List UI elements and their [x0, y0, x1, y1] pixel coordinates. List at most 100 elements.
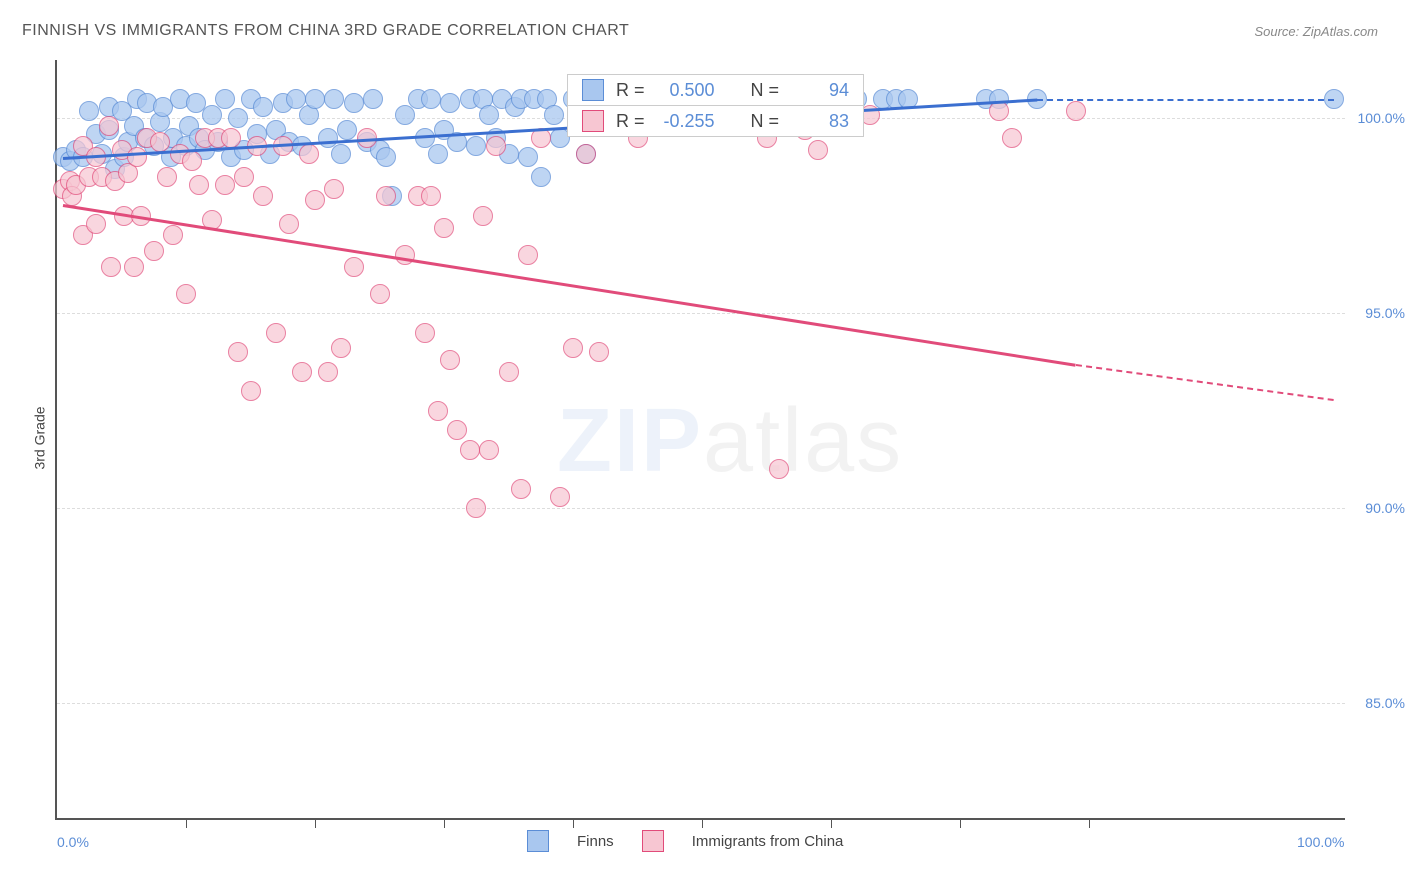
- scatter-point: [234, 167, 254, 187]
- scatter-point: [440, 93, 460, 113]
- scatter-point: [99, 116, 119, 136]
- scatter-point: [376, 147, 396, 167]
- scatter-point: [176, 284, 196, 304]
- scatter-point: [486, 136, 506, 156]
- stats-legend-row: R = -0.255 N = 83: [568, 106, 863, 136]
- scatter-point: [518, 147, 538, 167]
- scatter-point: [415, 323, 435, 343]
- scatter-point: [421, 186, 441, 206]
- scatter-point: [589, 342, 609, 362]
- scatter-point: [370, 284, 390, 304]
- r-label: R =: [616, 80, 645, 101]
- scatter-point: [266, 323, 286, 343]
- scatter-point: [1002, 128, 1022, 148]
- scatter-point: [518, 245, 538, 265]
- scatter-point: [1066, 101, 1086, 121]
- scatter-point: [434, 218, 454, 238]
- scatter-point: [337, 120, 357, 140]
- scatter-point: [86, 214, 106, 234]
- scatter-point: [79, 101, 99, 121]
- gridline: [57, 703, 1345, 704]
- n-value: 94: [791, 80, 849, 101]
- scatter-point: [228, 108, 248, 128]
- scatter-point: [531, 167, 551, 187]
- scatter-point: [576, 144, 596, 164]
- scatter-point: [324, 89, 344, 109]
- scatter-point: [144, 241, 164, 261]
- scatter-point: [466, 136, 486, 156]
- x-tick-label: 0.0%: [57, 834, 89, 850]
- scatter-point: [428, 401, 448, 421]
- scatter-point: [769, 459, 789, 479]
- scatter-point: [428, 144, 448, 164]
- r-value: -0.255: [657, 111, 715, 132]
- legend-label: Finns: [577, 833, 614, 850]
- scatter-point: [511, 479, 531, 499]
- gridline: [57, 313, 1345, 314]
- scatter-point: [101, 257, 121, 277]
- scatter-point: [279, 214, 299, 234]
- legend-swatch: [527, 830, 549, 852]
- trend-line: [1037, 99, 1334, 101]
- x-tick: [186, 818, 187, 828]
- scatter-point: [241, 381, 261, 401]
- scatter-point: [473, 206, 493, 226]
- scatter-point: [253, 97, 273, 117]
- r-label: R =: [616, 111, 645, 132]
- scatter-point: [253, 186, 273, 206]
- scatter-point: [460, 440, 480, 460]
- scatter-point: [479, 440, 499, 460]
- scatter-point: [215, 175, 235, 195]
- trend-line: [1076, 364, 1334, 401]
- scatter-point: [466, 498, 486, 518]
- scatter-point: [299, 144, 319, 164]
- scatter-point: [305, 89, 325, 109]
- stats-legend-row: R = 0.500 N = 94: [568, 75, 863, 106]
- x-tick: [702, 818, 703, 828]
- scatter-point: [127, 147, 147, 167]
- n-value: 83: [791, 111, 849, 132]
- plot-area: ZIPatlas 85.0%90.0%95.0%100.0%0.0%100.0%…: [55, 60, 1345, 820]
- scatter-point: [331, 144, 351, 164]
- scatter-point: [440, 350, 460, 370]
- y-axis-label: 3rd Grade: [32, 406, 48, 469]
- x-tick: [1089, 818, 1090, 828]
- scatter-point: [189, 175, 209, 195]
- series-legend: Finns Immigrants from China: [527, 830, 843, 852]
- scatter-point: [421, 89, 441, 109]
- x-tick: [831, 818, 832, 828]
- scatter-point: [331, 338, 351, 358]
- scatter-point: [318, 362, 338, 382]
- scatter-point: [344, 257, 364, 277]
- n-label: N =: [751, 111, 780, 132]
- y-tick-label: 100.0%: [1358, 110, 1405, 126]
- scatter-point: [157, 167, 177, 187]
- scatter-point: [215, 89, 235, 109]
- scatter-point: [324, 179, 344, 199]
- scatter-point: [228, 342, 248, 362]
- n-label: N =: [751, 80, 780, 101]
- stats-legend: R = 0.500 N = 94 R = -0.255 N = 83: [567, 74, 864, 137]
- legend-swatch: [582, 110, 604, 132]
- legend-swatch: [642, 830, 664, 852]
- r-value: 0.500: [657, 80, 715, 101]
- x-tick-label: 100.0%: [1297, 834, 1344, 850]
- x-tick: [573, 818, 574, 828]
- x-tick: [444, 818, 445, 828]
- gridline: [57, 508, 1345, 509]
- y-tick-label: 90.0%: [1365, 500, 1405, 516]
- scatter-point: [124, 257, 144, 277]
- scatter-point: [292, 362, 312, 382]
- scatter-point: [376, 186, 396, 206]
- legend-swatch: [582, 79, 604, 101]
- y-tick-label: 85.0%: [1365, 695, 1405, 711]
- legend-label: Immigrants from China: [692, 833, 844, 850]
- y-tick-label: 95.0%: [1365, 305, 1405, 321]
- scatter-point: [447, 420, 467, 440]
- scatter-point: [221, 128, 241, 148]
- scatter-point: [344, 93, 364, 113]
- scatter-point: [182, 151, 202, 171]
- scatter-point: [163, 225, 183, 245]
- scatter-point: [550, 487, 570, 507]
- source-label: Source: ZipAtlas.com: [1254, 24, 1378, 39]
